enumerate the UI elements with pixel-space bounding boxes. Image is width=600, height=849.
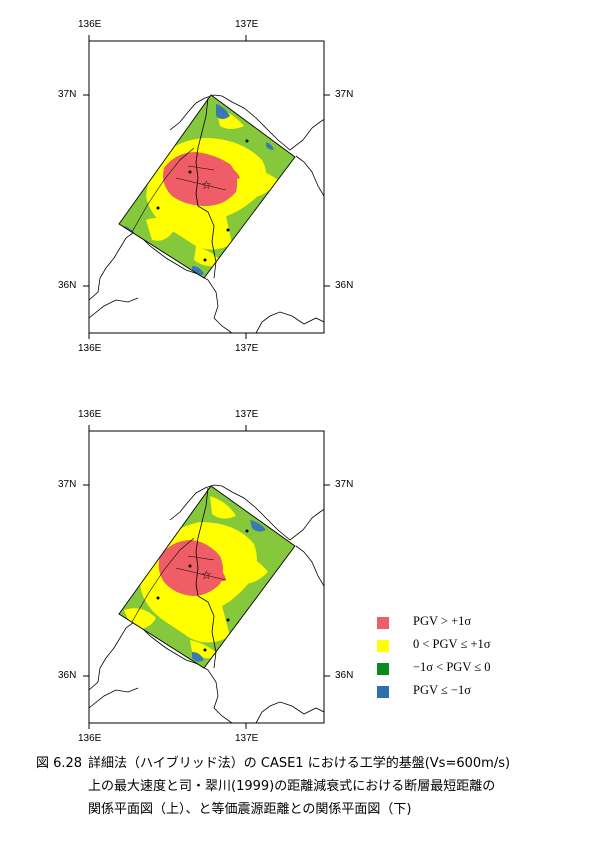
coastline-west <box>89 231 233 333</box>
map-top: ☆ <box>83 35 330 339</box>
model-area-outline-bottom <box>118 485 296 669</box>
bottom-lon-label-136-top: 136E <box>78 409 102 420</box>
legend-swatch-mid-high <box>377 640 389 652</box>
coastline-north <box>169 94 324 151</box>
boundary-line-bottom-2 <box>131 537 195 623</box>
top-lat-label-36-right: 36N <box>335 280 354 291</box>
epicenter-star-top: ☆ <box>201 178 212 192</box>
coastline-southeast <box>255 311 324 333</box>
top-lon-label-136-bottom: 136E <box>78 343 102 354</box>
coastline-west-b <box>89 621 233 723</box>
legend-label-high: PGV > +1σ <box>413 614 472 628</box>
coastline-north-b <box>169 484 324 541</box>
coastline-southwest-b <box>89 687 139 709</box>
bottom-lon-label-136-bottom: 136E <box>78 733 102 744</box>
bottom-lat-label-37-left: 37N <box>58 479 77 490</box>
legend-label-mid-low: −1σ < PGV ≤ 0 <box>413 660 491 674</box>
legend-item-low: PGV ≤ −1σ <box>377 683 547 706</box>
map-frame-bottom <box>88 430 325 724</box>
coastline-southwest <box>89 297 139 319</box>
bottom-lat-label-37-right: 37N <box>335 479 354 490</box>
top-lat-label-37-right: 37N <box>335 89 354 100</box>
epicenter-star-bottom: ☆ <box>201 568 212 582</box>
coastline-southeast-b <box>255 701 324 723</box>
legend-label-mid-high: 0 < PGV ≤ +1σ <box>413 637 491 651</box>
top-lat-label-37-left: 37N <box>58 89 77 100</box>
map-frame-top <box>88 40 325 334</box>
bottom-lon-label-137-bottom: 137E <box>235 733 259 744</box>
boundary-line-bottom <box>195 487 217 669</box>
top-lon-label-136-top: 136E <box>78 19 102 30</box>
boundary-line-top <box>195 97 217 279</box>
bottom-lat-label-36-left: 36N <box>58 670 77 681</box>
figure-number: 図 6.28 <box>36 756 83 771</box>
legend-label-low: PGV ≤ −1σ <box>413 683 471 697</box>
boundary-line-top-2 <box>131 147 195 233</box>
pgv-field-top <box>119 95 295 278</box>
legend-swatch-low <box>377 686 389 698</box>
top-lon-label-137-top: 137E <box>235 19 259 30</box>
pgv-field-bottom <box>119 486 295 668</box>
coastline-east-b <box>295 545 324 587</box>
legend-item-mid-low: −1σ < PGV ≤ 0 <box>377 660 547 683</box>
stations-bottom <box>156 529 249 652</box>
stations-top <box>156 139 249 262</box>
model-area-outline-top <box>118 94 296 279</box>
coastline-east <box>295 155 324 197</box>
caption-line-3: 関係平面図（上）、と等価震源距離との関係平面図（下) <box>88 802 412 817</box>
fault-trace-bottom <box>175 555 227 581</box>
legend-item-high: PGV > +1σ <box>377 614 547 637</box>
map-bottom: ☆ <box>83 425 330 729</box>
top-lat-label-36-left: 36N <box>58 280 77 291</box>
top-lon-label-137-bottom: 137E <box>235 343 259 354</box>
legend-item-mid-high: 0 < PGV ≤ +1σ <box>377 637 547 660</box>
caption-line-1: 詳細法（ハイブリッド法）の CASE1 における工学的基盤(Vs=600m/s) <box>88 756 511 771</box>
legend-swatch-high <box>377 617 389 629</box>
pgv-legend: PGV > +1σ 0 < PGV ≤ +1σ −1σ < PGV ≤ 0 PG… <box>377 614 547 706</box>
bottom-lon-label-137-top: 137E <box>235 409 259 420</box>
legend-swatch-mid-low <box>377 663 389 675</box>
bottom-lat-label-36-right: 36N <box>335 670 354 681</box>
fault-trace-top <box>175 165 227 191</box>
caption-line-2: 上の最大速度と司・翠川(1999)の距離減衰式における断層最短距離の <box>88 779 496 794</box>
